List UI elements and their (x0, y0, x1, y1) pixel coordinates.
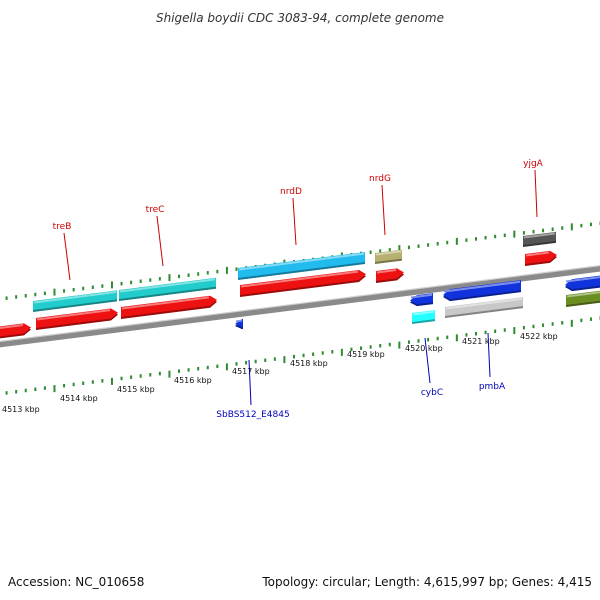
cds-arrow (376, 268, 404, 283)
feature-highlight (0, 323, 24, 329)
gene-right-olive (566, 290, 600, 307)
label-leader-line (424, 337, 431, 384)
gene-label-nrdG: nrdG (369, 174, 391, 184)
feature-highlight (412, 310, 435, 316)
feature-highlight (121, 296, 210, 310)
label-leader-line (487, 332, 491, 378)
tick-label: 4521 kbp (462, 337, 500, 346)
gene-cybC (412, 310, 435, 324)
gene-grey (445, 297, 523, 318)
feature-highlight (36, 309, 111, 321)
axis-tick-labels: 4513 kbp 4514 kbp 4515 kbp 4516 kbp 4517 kbp… (2, 332, 558, 414)
tick-marks (5, 221, 600, 395)
feature-highlight (523, 232, 556, 239)
gene-label-yjgA: yjgA (523, 159, 544, 169)
label-leader-line (534, 169, 538, 218)
tick-label: 4517 kbp (232, 367, 270, 376)
label-leader-line (248, 359, 252, 406)
cds-arrow (525, 250, 557, 266)
gene-label-nrdD: nrdD (280, 187, 302, 197)
gene-label-cybC: cybC (421, 388, 443, 398)
feature-highlight (375, 250, 402, 256)
cds-arrow-reverse (565, 275, 600, 292)
feature-highlight (235, 319, 243, 323)
cds-arrow (0, 323, 31, 339)
gene-yjgA (523, 231, 556, 247)
accession-text: Accession: NC_010658 (8, 575, 144, 589)
map-title: Shigella boydii CDC 3083-94, complete ge… (156, 11, 444, 25)
feature-highlight (445, 297, 523, 310)
tick-label: 4518 kbp (290, 359, 328, 368)
feature-highlight (240, 270, 359, 288)
tick-label: 4515 kbp (117, 385, 155, 394)
tick-label: 4519 kbp (347, 350, 385, 359)
feature-body (36, 308, 118, 328)
cds-arrow-reverse (410, 293, 433, 307)
feature-highlight (525, 251, 550, 257)
cds-arrow (121, 295, 217, 319)
cds-arrow (36, 308, 118, 330)
gene-label-treB: treB (53, 222, 72, 232)
label-leader-line (292, 197, 297, 246)
gene-label-pmbA: pmbA (479, 382, 506, 392)
feature-highlight (443, 280, 521, 293)
feature-highlight (410, 293, 433, 299)
tick-label: 4516 kbp (174, 376, 212, 385)
feature-highlight (33, 291, 117, 304)
feature-highlight (376, 268, 397, 274)
tick-label: 4514 kbp (60, 394, 98, 403)
gene-SbBS512_E4845 (235, 318, 243, 330)
feature-highlight (119, 278, 216, 293)
backbone-highlight (0, 265, 600, 342)
label-leader-line (381, 184, 386, 236)
gene-pmbA (443, 280, 521, 302)
feature-highlight (565, 276, 600, 283)
feature-highlight (566, 291, 600, 298)
gene-treC (119, 277, 216, 301)
cds-arrow (240, 269, 366, 297)
gene-label-SbBS512_E4845: SbBS512_E4845 (216, 410, 289, 420)
gene-label-treC: treC (146, 205, 165, 215)
feature-body (121, 295, 217, 317)
feature-body (240, 269, 366, 295)
label-leader-line (63, 232, 71, 281)
gene-treB (33, 290, 117, 312)
label-leader-line (156, 215, 164, 267)
gene-nrdD (238, 251, 365, 280)
gene-nrdG (375, 249, 402, 264)
tick-label: 4513 kbp (2, 405, 40, 414)
tick-label: 4520 kbp (405, 344, 443, 353)
summary-text: Topology: circular; Length: 4,615,997 bp… (261, 575, 592, 589)
feature-highlight (238, 252, 365, 271)
tick-label: 4522 kbp (520, 332, 558, 341)
gene-features (0, 231, 600, 339)
gene-labels: treB treC nrdD nrdG yjgA SbBS512_E4845 cybC pmb… (53, 159, 544, 420)
genome-backbone (0, 265, 600, 348)
